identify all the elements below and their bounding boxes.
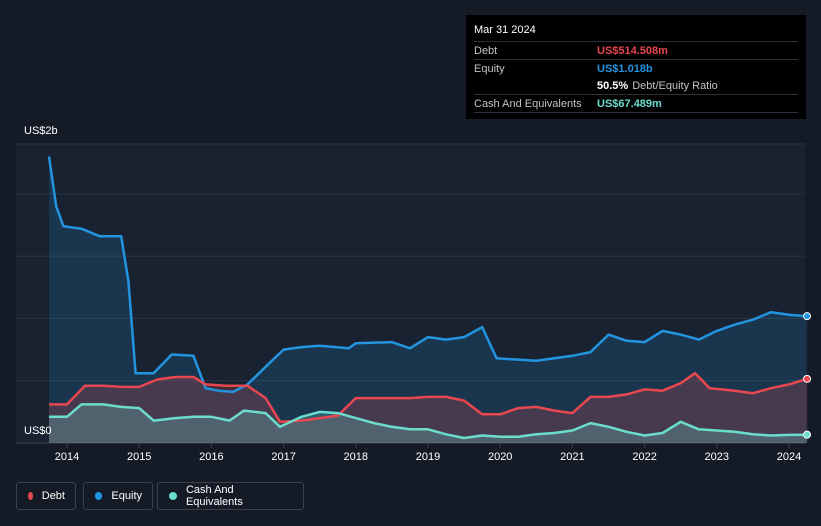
x-tick-label: 2021 — [560, 451, 584, 463]
tooltip-cash-value: US$67.489m — [597, 97, 662, 110]
legend-debt-label: Debt — [41, 490, 65, 502]
data-tooltip: Mar 31 2024 Debt US$514.508m Equity US$1… — [466, 15, 806, 119]
equity-dot-icon — [95, 492, 103, 500]
x-tick-label: 2016 — [199, 451, 223, 463]
gridlines — [16, 143, 805, 444]
x-tick-label: 2017 — [271, 451, 295, 463]
legend-item-debt[interactable]: Debt — [16, 482, 76, 510]
tooltip-debt-label: Debt — [474, 44, 498, 57]
legend-item-cash[interactable]: Cash And Equivalents — [157, 482, 304, 510]
legend-equity-label: Equity — [111, 490, 142, 502]
equity-area — [49, 156, 808, 443]
x-axis-ticks: 2014 2015 2016 2017 2018 2019 2020 2021 2022 2023… — [55, 443, 801, 463]
x-tick-label: 2020 — [488, 451, 512, 463]
debt-line — [49, 371, 808, 424]
y-axis-bottom-label: US$0 — [24, 425, 52, 437]
series-areas — [49, 156, 808, 443]
tooltip-row-ratio: 50.5% Debt/Equity Ratio — [474, 77, 798, 94]
tooltip-row-equity: Equity US$1.018b — [474, 59, 798, 77]
cash-and-equivalents-area — [49, 404, 808, 443]
legend-item-equity[interactable]: Equity — [83, 482, 153, 510]
equity-line — [47, 156, 808, 394]
x-tick-label: 2018 — [344, 451, 368, 463]
x-tick-label: 2015 — [127, 451, 151, 463]
tooltip-equity-value: US$1.018b — [597, 62, 653, 75]
x-tick-label: 2014 — [55, 451, 79, 463]
tooltip-row-cash: Cash And Equivalents US$67.489m — [474, 94, 798, 113]
tooltip-equity-label: Equity — [474, 62, 505, 75]
series-lines — [47, 156, 808, 440]
x-tick-label: 2023 — [705, 451, 729, 463]
tooltip-cash-label: Cash And Equivalents — [474, 97, 582, 110]
tooltip-row-debt: Debt US$514.508m — [474, 41, 798, 59]
debt-dot-icon — [28, 492, 33, 500]
series-end-markers — [803, 312, 812, 439]
debt-area — [49, 373, 808, 443]
tooltip-debt-value: US$514.508m — [597, 44, 668, 57]
x-tick-label: 2019 — [416, 451, 440, 463]
cash-dot-icon — [169, 492, 177, 500]
tooltip-ratio-value: 50.5% — [597, 79, 629, 92]
tooltip-ratio-label: Debt/Equity Ratio — [632, 79, 718, 92]
cash-and-equivalents-line — [49, 403, 808, 440]
x-tick-label: 2022 — [632, 451, 656, 463]
x-tick-label: 2024 — [777, 451, 801, 463]
equity-end-marker — [803, 312, 812, 321]
tooltip-date: Mar 31 2024 — [474, 24, 536, 36]
debt-end-marker — [803, 374, 812, 383]
y-axis-top-label: US$2b — [24, 125, 58, 137]
cash-and-equivalents-end-marker — [803, 430, 812, 439]
legend-cash-label: Cash And Equivalents — [185, 484, 243, 508]
